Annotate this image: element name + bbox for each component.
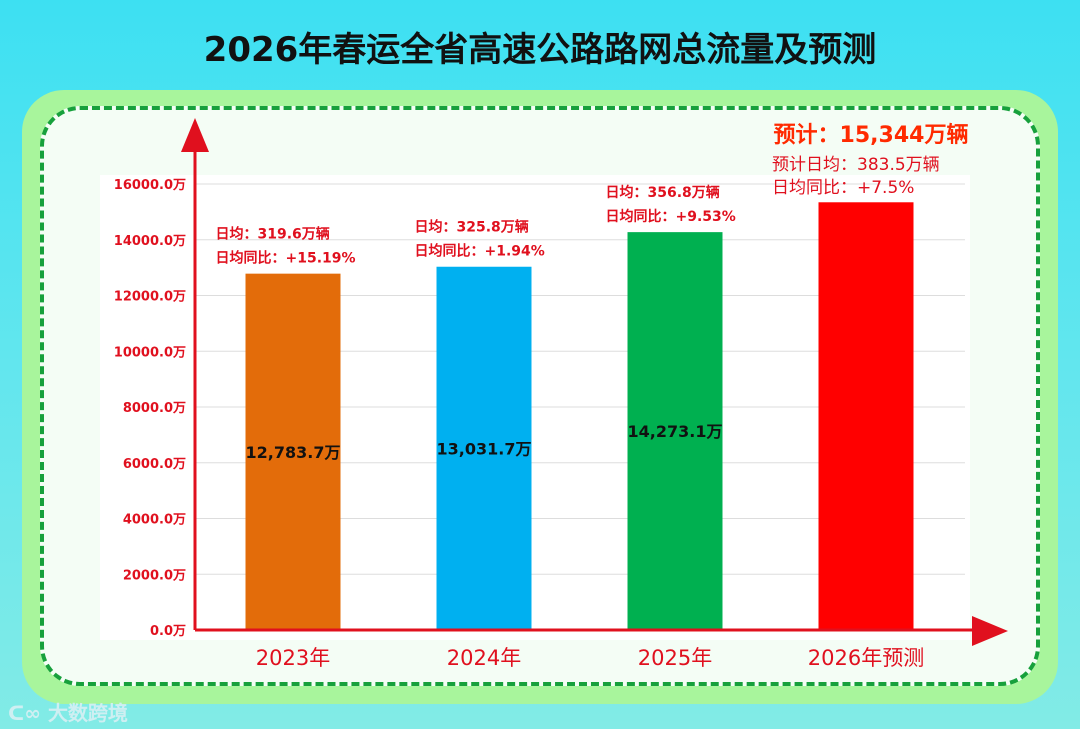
y-tick-label: 2000.0万: [123, 568, 186, 583]
y-tick-label: 8000.0万: [123, 401, 186, 416]
y-tick-label: 0.0万: [150, 624, 186, 639]
y-tick-label: 14000.0万: [114, 234, 186, 249]
forecast-headline: 预计：15,344万辆: [774, 122, 969, 148]
x-tick-label: 2023年: [256, 646, 330, 670]
annotation-line: 日均：325.8万辆: [415, 219, 529, 236]
data-label: 14,273.1万: [628, 422, 723, 441]
annotation-line: 日均同比：+1.94%: [415, 243, 545, 260]
page-title: 2026年春运全省高速公路路网总流量及预测: [203, 30, 877, 70]
y-tick-label: 16000.0万: [114, 178, 186, 193]
y-tick-label: 12000.0万: [114, 290, 186, 305]
bar: [627, 232, 723, 631]
annotation-line: 日均同比：+7.5%: [772, 178, 914, 198]
bar: [818, 202, 914, 630]
x-tick-label: 2026年预测: [808, 646, 924, 670]
watermark-logo: ᑕ∞ 大数跨境: [8, 701, 128, 725]
annotation-line: 预计日均：383.5万辆: [772, 155, 940, 175]
watermark-text: 大数跨境: [47, 701, 128, 725]
bar: [245, 273, 341, 630]
y-axis-arrow-icon: [181, 118, 209, 152]
y-tick-label: 4000.0万: [123, 513, 186, 528]
annotation-line: 日均同比：+9.53%: [606, 208, 736, 225]
annotation-line: 日均：319.6万辆: [216, 226, 330, 243]
data-label: 12,783.7万: [246, 443, 341, 462]
bar: [436, 266, 532, 630]
x-axis-arrow-icon: [972, 616, 1008, 646]
annotation-line: 日均同比：+15.19%: [216, 250, 356, 267]
y-tick-label: 6000.0万: [123, 457, 186, 472]
x-tick-label: 2025年: [638, 646, 712, 670]
annotation-line: 日均：356.8万辆: [606, 184, 720, 201]
y-tick-label: 10000.0万: [114, 345, 186, 360]
data-label: 13,031.7万: [437, 439, 532, 458]
x-tick-label: 2024年: [447, 646, 521, 670]
